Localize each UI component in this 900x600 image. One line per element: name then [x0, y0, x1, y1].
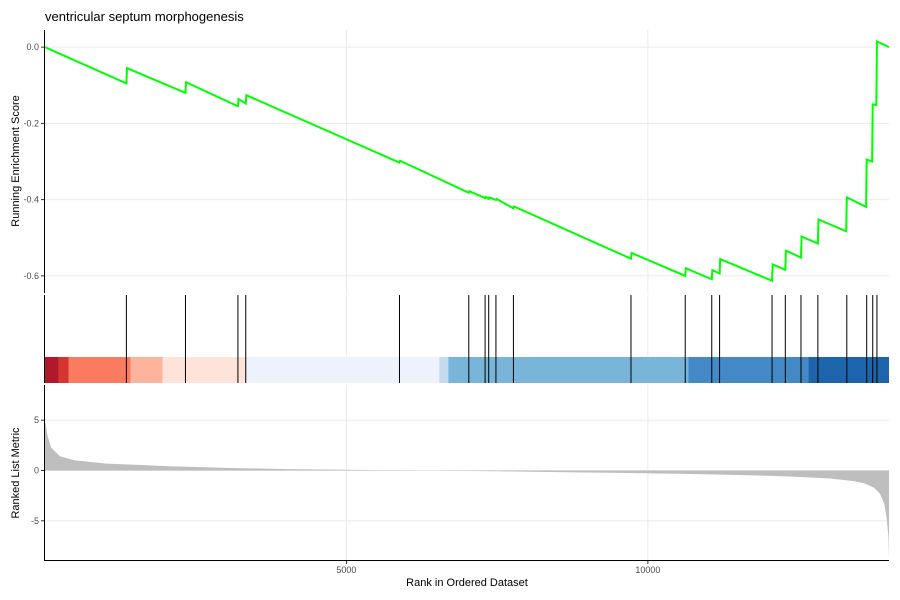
enrichment-gridlines — [45, 30, 889, 293]
y-tick-label: 5 — [34, 415, 39, 425]
x-tick-label: 5000 — [336, 565, 356, 575]
color-bar-segment — [688, 357, 809, 383]
y-tick-label: -5 — [31, 516, 39, 526]
y-tick-label: -0.2 — [23, 118, 39, 128]
enrichment-y-axis-title: Running Enrichment Score — [10, 95, 22, 226]
rank-color-bar — [45, 357, 889, 383]
gene-hit-marks — [125, 295, 878, 383]
ranked-metric-y-axis-title: Ranked List Metric — [10, 427, 22, 519]
y-tick-label: -0.4 — [23, 195, 39, 205]
enrichment-y-ticks: 0.0 -0.2 -0.4 -0.6 — [23, 42, 44, 281]
hit-panel — [44, 295, 889, 383]
ranked-metric-panel: 5 0 -5 5000 10000 Ranked List Metric Rank i… — [10, 385, 889, 589]
color-bar-segment — [58, 357, 69, 383]
y-tick-label: 0 — [34, 465, 39, 475]
color-bar-segment — [162, 357, 247, 383]
rank-x-ticks: 5000 10000 — [336, 561, 660, 575]
ranked-metric-y-ticks: 5 0 -5 — [31, 415, 44, 526]
ranked-metric-area — [45, 420, 889, 559]
y-tick-label: -0.6 — [23, 271, 39, 281]
color-bar-segment — [246, 357, 440, 383]
color-bar-segment — [439, 357, 449, 383]
running-enrichment-score-line — [44, 39, 890, 283]
color-bar-segment — [45, 357, 59, 383]
color-bar-segment — [130, 357, 163, 383]
y-tick-label: 0.0 — [26, 42, 39, 52]
enrichment-score-panel: 0.0 -0.2 -0.4 -0.6 Running Enrichment Score — [10, 30, 890, 293]
color-bar-segment — [68, 357, 131, 383]
chart-title: ventricular septum morphogenesis — [45, 9, 244, 24]
x-tick-label: 10000 — [635, 565, 660, 575]
color-bar-segment — [808, 357, 889, 383]
color-bar-segment — [448, 357, 689, 383]
x-axis-title: Rank in Ordered Dataset — [406, 577, 528, 589]
